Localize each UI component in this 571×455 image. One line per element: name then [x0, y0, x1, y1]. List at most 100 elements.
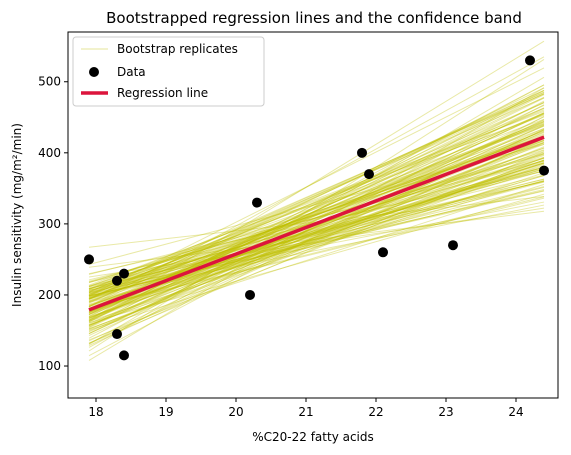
bootstrap-line	[88, 114, 545, 286]
bootstrap-line	[88, 93, 545, 293]
bootstrap-line	[88, 128, 545, 299]
bootstrap-line	[88, 113, 545, 325]
x-tick-label: 24	[508, 405, 523, 419]
bootstrap-line	[88, 122, 545, 303]
data-point	[252, 197, 262, 208]
bootstrap-line	[88, 166, 545, 300]
y-tick-label: 200	[38, 288, 61, 302]
bootstrap-line	[88, 109, 545, 297]
bootstrap-line	[88, 93, 545, 300]
bootstrap-line	[88, 118, 545, 290]
bootstrap-line	[88, 178, 545, 295]
bootstrap-line	[88, 180, 545, 298]
bootstrap-line	[88, 142, 545, 332]
bootstrap-line	[88, 132, 545, 307]
bootstrap-line	[88, 159, 545, 330]
bootstrap-line	[88, 119, 545, 321]
bootstrap-line	[88, 123, 545, 290]
bootstrap-line	[88, 151, 545, 344]
bootstrap-line	[88, 100, 545, 339]
bootstrap-line	[88, 168, 545, 311]
bootstrap-line	[88, 186, 545, 297]
bootstrap-line	[88, 139, 545, 284]
data-point	[448, 240, 458, 251]
bootstrap-line	[88, 157, 545, 341]
bootstrap-line	[88, 91, 545, 300]
bootstrap-line	[88, 113, 545, 291]
bootstrap-line	[88, 174, 545, 311]
bootstrap-line	[88, 113, 545, 322]
y-tick-label: 400	[38, 146, 61, 160]
bootstrap-line	[88, 210, 545, 268]
bootstrap-line	[88, 174, 545, 287]
bootstrap-line	[88, 152, 545, 283]
bootstrap-line	[88, 137, 545, 344]
bootstrap-line	[88, 196, 545, 309]
bootstrap-line	[88, 163, 545, 330]
y-axis: 100 200 300 400 500	[38, 75, 68, 373]
bootstrap-line	[88, 189, 545, 297]
bootstrap-line	[88, 129, 545, 336]
bootstrap-line	[88, 93, 545, 315]
data-point	[357, 147, 367, 158]
bootstrap-line	[88, 104, 545, 348]
bootstrap-line	[88, 166, 545, 299]
bootstrap-line	[88, 128, 545, 326]
bootstrap-line	[88, 119, 545, 334]
bootstrap-line	[88, 140, 545, 319]
bootstrap-line	[88, 180, 545, 290]
bootstrap-line	[88, 153, 545, 326]
x-axis: 18 19 20 21 22 23 24	[88, 398, 524, 419]
bootstrap-line	[88, 190, 545, 294]
bootstrap-line	[88, 124, 545, 293]
bootstrap-line	[88, 179, 545, 311]
bootstrap-line	[88, 116, 545, 357]
bootstrap-line	[88, 180, 545, 297]
bootstrap-line	[88, 175, 545, 306]
bootstrap-line	[88, 168, 545, 291]
legend: Bootstrap replicates Data Regression lin…	[72, 36, 265, 107]
bootstrap-line	[88, 137, 545, 319]
bootstrap-line	[88, 56, 545, 308]
regression-line	[88, 135, 545, 312]
bootstrap-line	[88, 59, 545, 352]
legend-bootstrap-label: Bootstrap replicates	[117, 42, 238, 56]
bootstrap-line	[88, 124, 545, 335]
bootstrap-line	[88, 160, 545, 326]
bootstrap-line	[88, 108, 545, 313]
bootstrap-line	[88, 137, 545, 346]
x-tick-label: 22	[368, 405, 383, 419]
y-tick-label: 300	[38, 217, 61, 231]
bootstrap-line	[88, 120, 545, 310]
bootstrap-line	[88, 163, 545, 318]
bootstrap-line	[88, 160, 545, 275]
x-axis-label: %C20-22 fatty acids	[252, 430, 374, 444]
bootstrap-line	[88, 121, 545, 310]
y-axis-label: Insulin sensitivity (mg/m²/min)	[10, 123, 24, 307]
bootstrap-line	[88, 84, 545, 328]
bootstrap-line	[88, 183, 545, 331]
bootstrap-line	[88, 97, 545, 323]
x-tick-label: 18	[88, 405, 103, 419]
bootstrap-line	[88, 102, 545, 301]
bootstrap-line	[88, 112, 545, 329]
bootstrap-line	[88, 181, 545, 283]
bootstrap-line	[88, 154, 545, 313]
data-point	[119, 350, 129, 361]
bootstrap-line	[88, 154, 545, 282]
bootstrap-line	[88, 91, 545, 295]
bootstrap-line	[88, 89, 545, 304]
bootstrap-line	[88, 170, 545, 296]
bootstrap-line	[88, 97, 545, 293]
bootstrap-line	[88, 162, 545, 314]
bootstrap-line	[88, 146, 545, 330]
bootstrap-line	[88, 107, 545, 314]
bootstrap-line	[88, 120, 545, 303]
legend-box	[72, 36, 265, 107]
x-tick-label: 20	[228, 405, 243, 419]
bootstrap-line	[88, 159, 545, 318]
data-point	[119, 268, 129, 279]
bootstrap-line	[88, 167, 545, 300]
bootstrap-line	[88, 149, 545, 324]
